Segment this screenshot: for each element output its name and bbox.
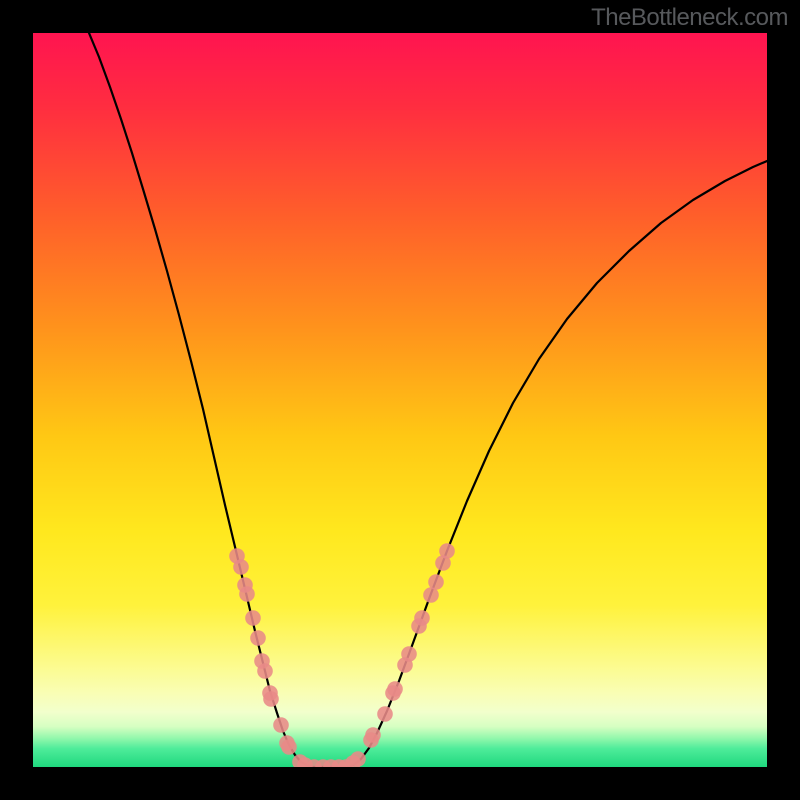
marker-dot [281, 739, 297, 755]
marker-dot [250, 630, 266, 646]
marker-dot [414, 610, 430, 626]
marker-dot [350, 751, 366, 767]
plot-area [33, 33, 767, 767]
marker-dot [401, 646, 417, 662]
chart-frame: TheBottleneck.com [0, 0, 800, 800]
v-curve [89, 33, 767, 767]
marker-dot [439, 543, 455, 559]
marker-dot [377, 706, 393, 722]
marker-dot [273, 717, 289, 733]
marker-dot [233, 559, 249, 575]
watermark-text: TheBottleneck.com [591, 4, 788, 32]
marker-dot [365, 727, 381, 743]
marker-dot [387, 681, 403, 697]
marker-dot [257, 663, 273, 679]
curve-markers [229, 543, 455, 767]
marker-dot [428, 574, 444, 590]
marker-dot [263, 691, 279, 707]
curve-layer [33, 33, 767, 767]
marker-dot [245, 610, 261, 626]
marker-dot [239, 586, 255, 602]
